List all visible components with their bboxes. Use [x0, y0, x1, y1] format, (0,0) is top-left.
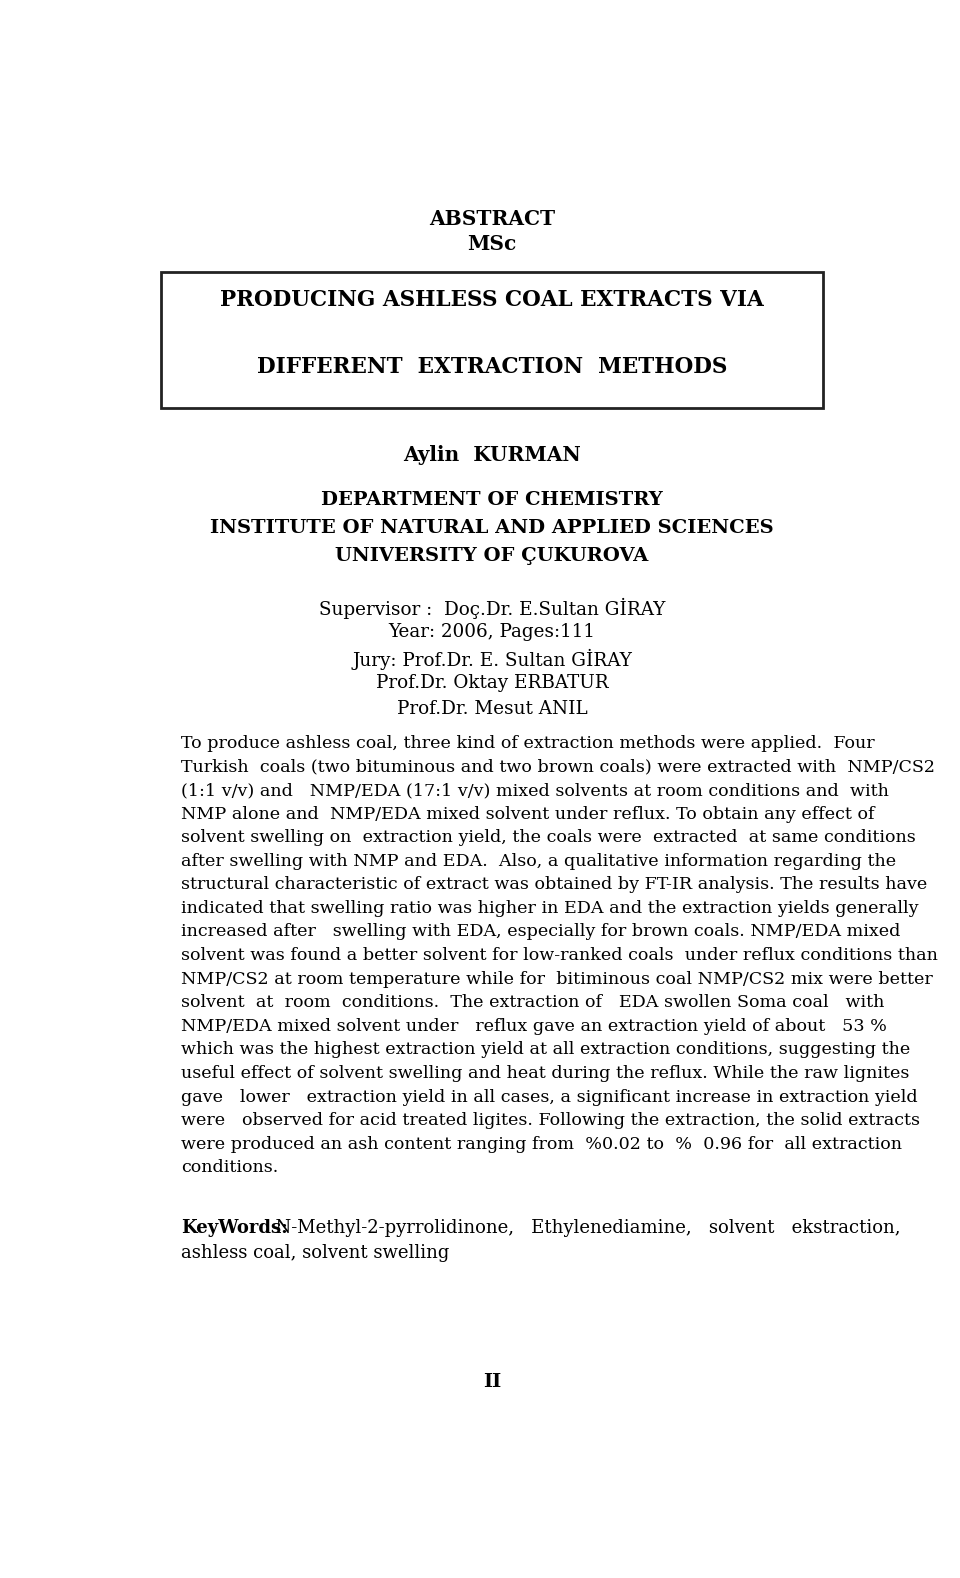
Text: II: II	[483, 1373, 501, 1390]
FancyBboxPatch shape	[161, 271, 823, 409]
Text: Jury: Prof.Dr. E. Sultan GİRAY: Jury: Prof.Dr. E. Sultan GİRAY	[352, 649, 632, 669]
Text: ashless coal, solvent swelling: ashless coal, solvent swelling	[181, 1243, 449, 1262]
Text: Prof.Dr. Oktay ERBATUR: Prof.Dr. Oktay ERBATUR	[375, 674, 609, 693]
Text: ABSTRACT: ABSTRACT	[429, 208, 555, 229]
Text: Turkish  coals (two bituminous and two brown coals) were extracted with  NMP/CS2: Turkish coals (two bituminous and two br…	[181, 759, 935, 775]
Text: Prof.Dr. Mesut ANIL: Prof.Dr. Mesut ANIL	[396, 699, 588, 718]
Text: Year: 2006, Pages:111: Year: 2006, Pages:111	[389, 623, 595, 641]
Text: KeyWords:: KeyWords:	[181, 1220, 288, 1237]
Text: conditions.: conditions.	[181, 1160, 278, 1176]
Text: (1:1 v/v) and   NMP/EDA (17:1 v/v) mixed solvents at room conditions and  with: (1:1 v/v) and NMP/EDA (17:1 v/v) mixed s…	[181, 783, 889, 798]
Text: increased after   swelling with EDA, especially for brown coals. NMP/EDA mixed: increased after swelling with EDA, espec…	[181, 923, 900, 940]
Text: MSc: MSc	[468, 234, 516, 254]
Text: solvent swelling on  extraction yield, the coals were  extracted  at same condit: solvent swelling on extraction yield, th…	[181, 828, 916, 846]
Text: which was the highest extraction yield at all extraction conditions, suggesting : which was the highest extraction yield a…	[181, 1041, 910, 1059]
Text: indicated that swelling ratio was higher in EDA and the extraction yields genera: indicated that swelling ratio was higher…	[181, 899, 919, 917]
Text: structural characteristic of extract was obtained by FT-IR analysis. The results: structural characteristic of extract was…	[181, 876, 927, 893]
Text: DEPARTMENT OF CHEMISTRY: DEPARTMENT OF CHEMISTRY	[322, 491, 662, 508]
Text: after swelling with NMP and EDA.  Also, a qualitative information regarding the: after swelling with NMP and EDA. Also, a…	[181, 852, 896, 869]
Text: N-Methyl-2-pyrrolidinone,   Ethylenediamine,   solvent   ekstraction,: N-Methyl-2-pyrrolidinone, Ethylenediamin…	[264, 1220, 900, 1237]
Text: solvent was found a better solvent for low-ranked coals  under reflux conditions: solvent was found a better solvent for l…	[181, 947, 938, 964]
Text: PRODUCING ASHLESS COAL EXTRACTS VIA: PRODUCING ASHLESS COAL EXTRACTS VIA	[220, 289, 764, 311]
Text: UNIVERSITY OF ÇUKUROVA: UNIVERSITY OF ÇUKUROVA	[335, 546, 649, 565]
Text: NMP alone and  NMP/EDA mixed solvent under reflux. To obtain any effect of: NMP alone and NMP/EDA mixed solvent unde…	[181, 806, 875, 822]
Text: were   observed for acid treated ligites. Following the extraction, the solid ex: were observed for acid treated ligites. …	[181, 1112, 920, 1130]
Text: Supervisor :  Doç.Dr. E.Sultan GİRAY: Supervisor : Doç.Dr. E.Sultan GİRAY	[319, 598, 665, 619]
Text: NMP/EDA mixed solvent under   reflux gave an extraction yield of about   53 %: NMP/EDA mixed solvent under reflux gave …	[181, 1018, 887, 1035]
Text: INSTITUTE OF NATURAL AND APPLIED SCIENCES: INSTITUTE OF NATURAL AND APPLIED SCIENCE…	[210, 519, 774, 537]
Text: Aylin  KURMAN: Aylin KURMAN	[403, 445, 581, 464]
Text: solvent  at  room  conditions.  The extraction of   EDA swollen Soma coal   with: solvent at room conditions. The extracti…	[181, 994, 884, 1011]
Text: NMP/CS2 at room temperature while for  bitiminous coal NMP/CS2 mix were better: NMP/CS2 at room temperature while for bi…	[181, 970, 933, 988]
Text: DIFFERENT  EXTRACTION  METHODS: DIFFERENT EXTRACTION METHODS	[257, 355, 727, 377]
Text: gave   lower   extraction yield in all cases, a significant increase in extracti: gave lower extraction yield in all cases…	[181, 1089, 918, 1106]
Text: useful effect of solvent swelling and heat during the reflux. While the raw lign: useful effect of solvent swelling and he…	[181, 1065, 909, 1083]
Text: were produced an ash content ranging from  %0.02 to  %  0.96 for  all extraction: were produced an ash content ranging fro…	[181, 1136, 902, 1152]
Text: To produce ashless coal, three kind of extraction methods were applied.  Four: To produce ashless coal, three kind of e…	[181, 735, 875, 753]
